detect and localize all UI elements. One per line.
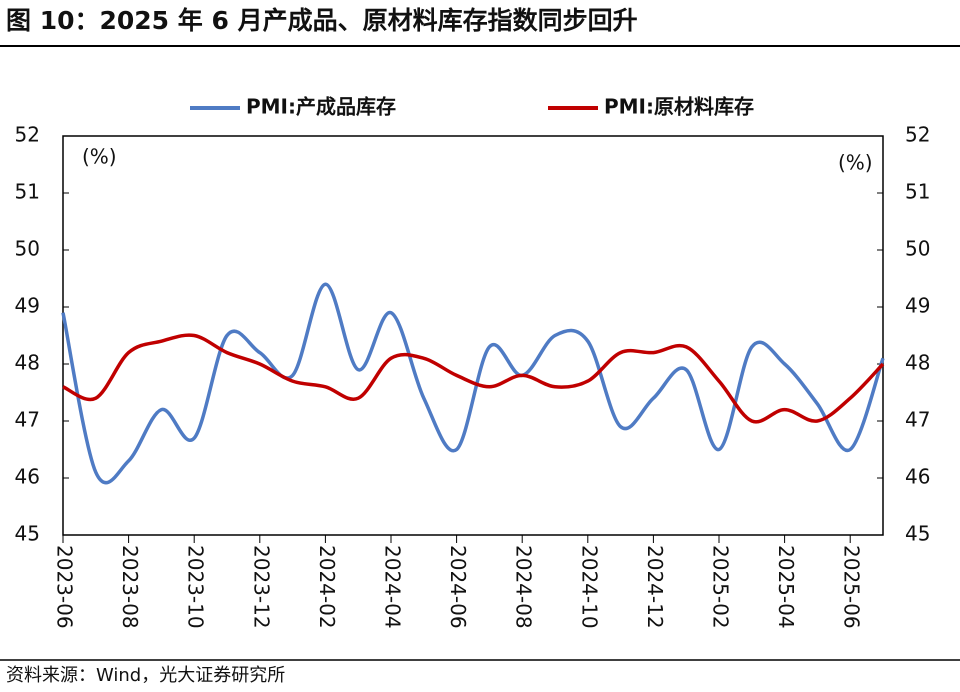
- x-tick-label: 2025-02: [709, 545, 733, 629]
- y-tick-label: 50: [15, 237, 40, 261]
- x-tick-label: 2024-10: [577, 545, 601, 629]
- x-tick-label: 2023-10: [184, 545, 208, 629]
- series-line: [62, 333, 885, 424]
- x-tick-label: 2024-06: [446, 545, 470, 629]
- x-tick-label: 2025-04: [774, 545, 798, 629]
- y-tick-label: 47: [15, 408, 40, 432]
- y2-unit: (%): [838, 151, 873, 175]
- x-tick-label: 2023-08: [118, 545, 142, 629]
- legend-label: PMI:产成品库存: [246, 95, 396, 119]
- y-unit: (%): [82, 145, 117, 169]
- x-tick-label: 2024-08: [512, 545, 536, 629]
- y2-tick-label: 45: [905, 522, 930, 546]
- y2-tick-label: 50: [905, 237, 930, 261]
- x-tick-label: 2023-12: [249, 545, 273, 629]
- y-tick-label: 45: [15, 522, 40, 546]
- legend-label: PMI:原材料库存: [604, 95, 754, 119]
- y-tick-label: 48: [15, 351, 40, 375]
- y2-tick-label: 49: [905, 294, 930, 318]
- y2-tick-label: 51: [905, 180, 930, 204]
- x-tick-label: 2024-04: [381, 545, 405, 629]
- series-line: [61, 282, 885, 485]
- y-tick-label: 52: [15, 123, 40, 147]
- y2-tick-label: 46: [905, 465, 930, 489]
- y-tick-label: 46: [15, 465, 40, 489]
- y2-tick-label: 47: [905, 408, 930, 432]
- plot-frame: [62, 135, 884, 536]
- y-tick-label: 49: [15, 294, 40, 318]
- x-tick-label: 2025-06: [840, 545, 864, 629]
- chart-title: 图 10：2025 年 6 月产成品、原材料库存指数同步回升: [6, 6, 638, 35]
- y-tick-label: 51: [15, 180, 40, 204]
- y2-tick-label: 52: [905, 123, 930, 147]
- source: 资料来源：Wind，光大证券研究所: [6, 665, 285, 686]
- y2-tick-label: 48: [905, 351, 930, 375]
- x-tick-label: 2023-06: [53, 545, 77, 629]
- x-tick-label: 2024-12: [643, 545, 667, 629]
- x-tick-label: 2024-02: [315, 545, 339, 629]
